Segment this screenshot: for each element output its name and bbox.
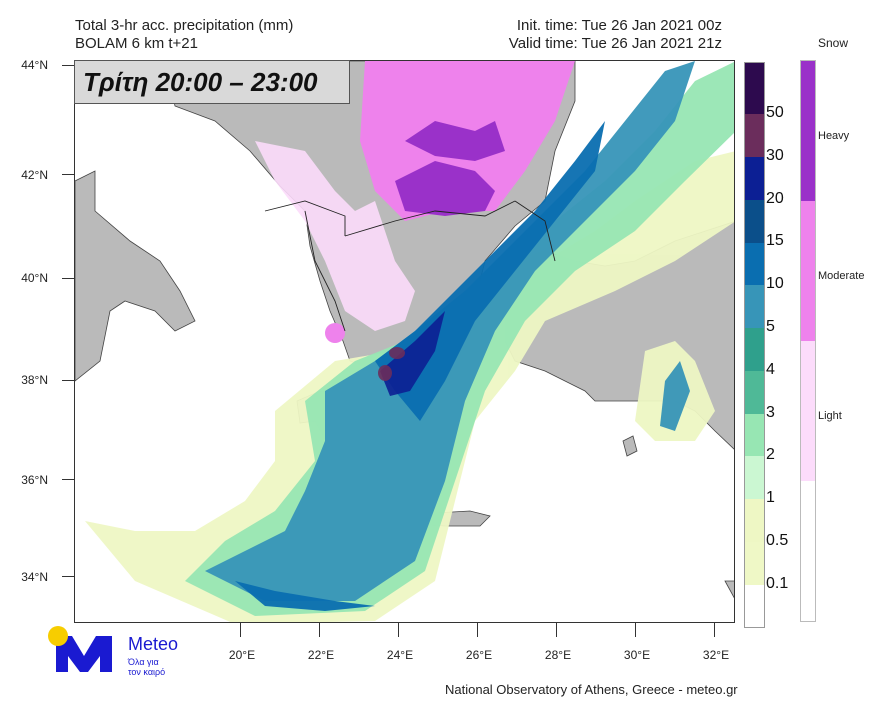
logo-tagline-1: Όλα για [128,657,159,667]
country-borders [264,200,556,332]
snow-label-heavy: Heavy [818,130,850,142]
chart-title: Total 3-hr acc. precipitation (mm) [75,17,294,34]
lon-tick-22: 22°E [307,648,335,662]
snow-colorbar [800,60,816,622]
cbar-label: 1 [766,489,775,506]
snow-swatch-light [801,341,815,481]
time-period-label: Τρίτη 20:00 – 23:00 [74,60,350,104]
map-canvas [75,61,734,622]
lon-tick-mark [398,623,399,637]
snow-swatch-none [801,481,815,621]
snow-swatch-heavy [801,61,815,201]
chart-title-block: Total 3-hr acc. precipitation (mm) BOLAM… [75,17,293,53]
lon-tick-mark [477,623,478,637]
meteo-logo[interactable]: Meteo Όλα για τον καιρό [44,626,184,678]
snow-heavy [395,121,505,216]
snow-swatch-moderate [801,201,815,341]
lat-tick-mark [62,65,74,66]
meteo-m-icon [48,626,112,672]
cbar-label: 2 [766,446,775,463]
precip-20-30mm [380,311,445,396]
logo-brand: Meteo [128,634,179,654]
snow-legend-title: Snow [818,36,849,50]
lat-tick-mark [62,479,74,480]
lat-tick-40: 40°N [21,271,48,285]
cbar-label: 5 [766,318,775,335]
lon-tick-mark [319,623,320,637]
cbar-label: 0.5 [766,532,789,549]
cbar-swatch [745,114,764,157]
model-subtitle: BOLAM 6 km t+21 [75,35,198,52]
lon-tick-30: 30°E [623,648,651,662]
init-time: Init. time: Tue 26 Jan 2021 00z [516,17,722,34]
logo-tagline-2: τον καιρό [128,667,166,677]
lon-tick-mark [240,623,241,637]
precip-colorbar [744,62,765,628]
time-info-block: Init. time: Tue 26 Jan 2021 00z Valid ti… [509,17,722,53]
cbar-swatch [745,200,764,243]
lon-tick-26: 26°E [465,648,493,662]
lon-tick-24: 24°E [386,648,414,662]
lon-tick-20: 20°E [228,648,256,662]
cbar-label: 4 [766,361,775,378]
lat-tick-mark [62,278,74,279]
cbar-label: 3 [766,404,775,421]
snow-label-moderate: Moderate [818,270,865,282]
cbar-label: 10 [766,275,784,292]
cbar-swatch [745,157,764,200]
lon-tick-mark [556,623,557,637]
lon-tick-mark [714,623,715,637]
logo-tagline: Όλα για τον καιρό [128,657,165,677]
cbar-swatch [745,243,764,285]
lat-tick-mark [62,174,74,175]
cbar-swatch [745,63,764,114]
cbar-swatch [745,499,764,542]
precipitation-map [74,60,735,623]
snow-label-light: Light [818,410,842,422]
cbar-label: 30 [766,147,784,164]
cbar-label: 0.1 [766,575,789,592]
lat-tick-42: 42°N [21,168,48,182]
lat-tick-mark [62,576,74,577]
lon-tick-mark [635,623,636,637]
lon-tick-28: 28°E [544,648,572,662]
precip-30-50mm [378,347,405,381]
cbar-swatch [745,542,764,585]
lat-tick-44: 44°N [21,58,48,72]
cbar-swatch [745,414,764,456]
lon-tick-32: 32°E [702,648,730,662]
cbar-label: 50 [766,104,784,121]
credit-footer: National Observatory of Athens, Greece -… [445,682,738,697]
lat-tick-38: 38°N [21,373,48,387]
cbar-swatch [745,285,764,328]
valid-time: Valid time: Tue 26 Jan 2021 21z [508,35,722,52]
cbar-label: 15 [766,232,784,249]
cbar-swatch [745,456,764,499]
cbar-label: 20 [766,190,784,207]
lat-tick-mark [62,380,74,381]
snow-light [255,141,415,331]
cbar-swatch [745,328,764,371]
cbar-swatch [745,371,764,414]
cbar-swatch [745,585,764,627]
lat-tick-34: 34°N [21,570,48,584]
lat-tick-36: 36°N [21,473,48,487]
